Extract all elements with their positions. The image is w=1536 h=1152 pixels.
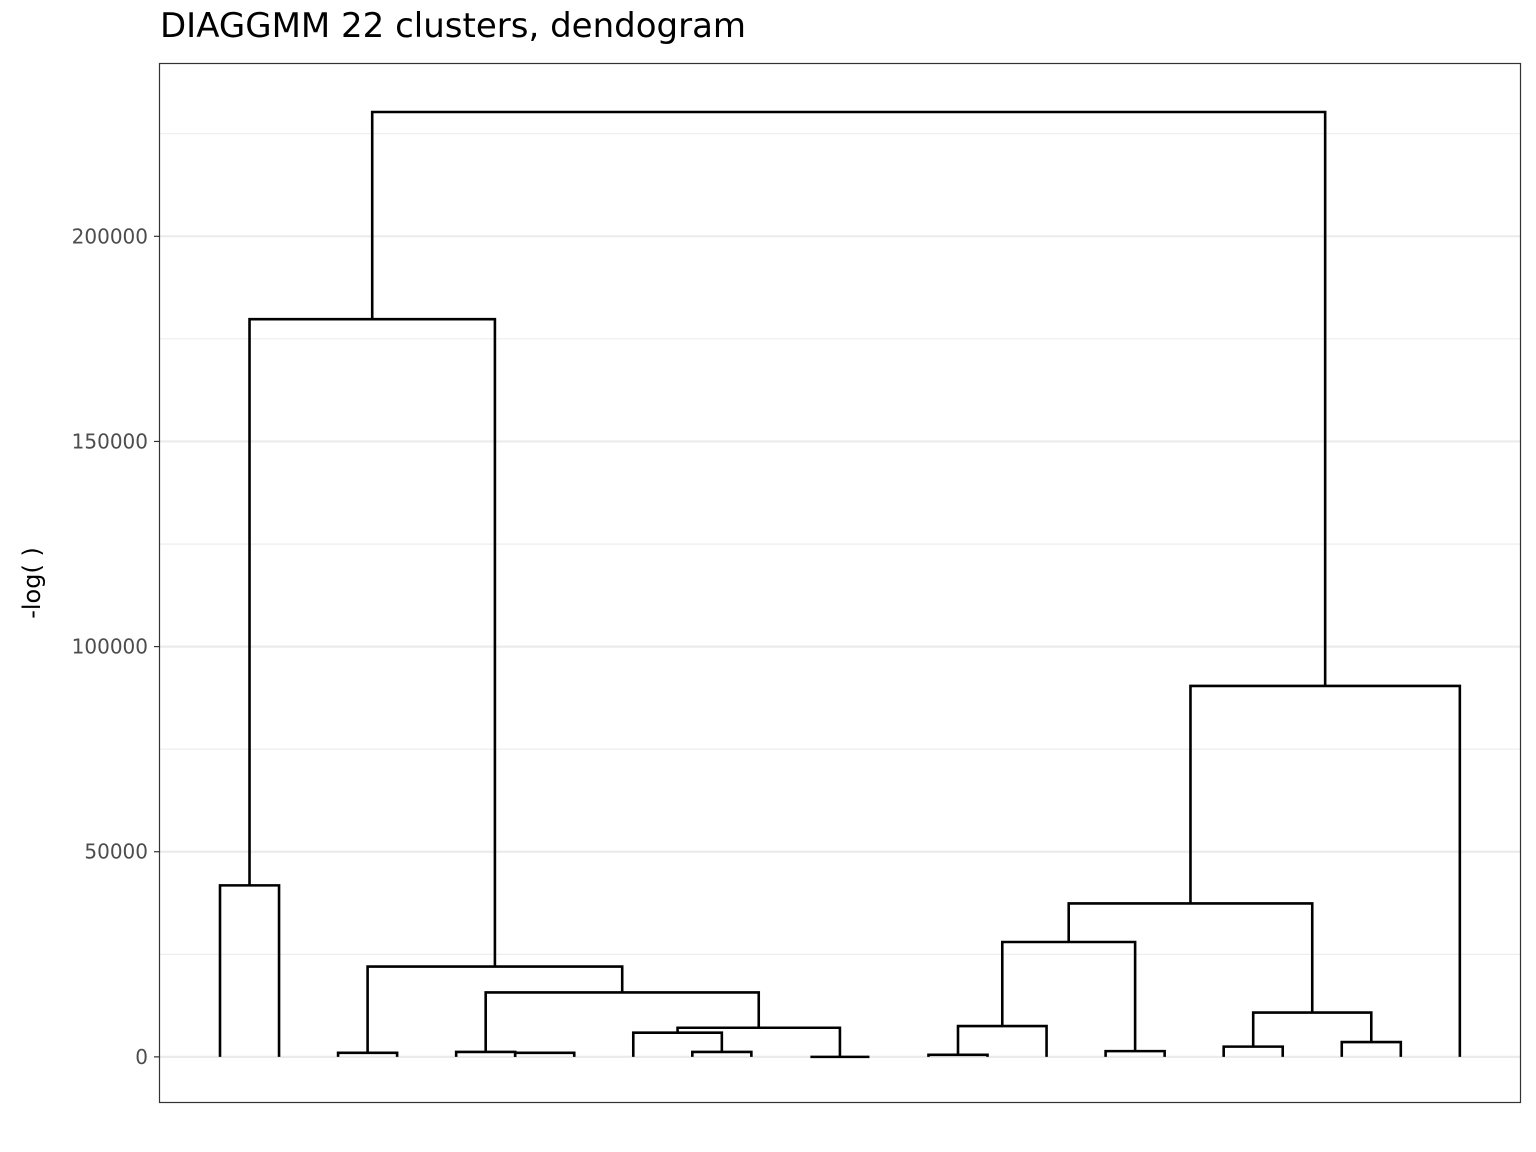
- y-tick-label: 100000: [72, 635, 148, 659]
- dendrogram-branch: [927, 1053, 989, 1057]
- y-tick-label: 150000: [72, 429, 148, 453]
- y-axis-ticks: 0 50000 100000 150000 200000: [72, 224, 160, 1069]
- dendrogram-branch: [1067, 902, 1314, 1013]
- dendrogram-branch: [676, 1026, 842, 1057]
- dendrogram-branch: [513, 1051, 576, 1057]
- y-tick-label: 200000: [72, 224, 148, 248]
- dendrogram-branch: [956, 1024, 1048, 1057]
- dendrogram-branch: [366, 965, 624, 1053]
- plot-panel-border: [158, 62, 1522, 1104]
- dendrogram-branch: [1000, 940, 1137, 1052]
- dendrogram-branch: [1222, 1045, 1285, 1057]
- dendrogram-branch: [336, 1051, 399, 1057]
- dendrogram-branch: [370, 110, 1327, 686]
- grid-lines: [160, 133, 1520, 1058]
- dendrogram-branch: [218, 884, 281, 1057]
- dendrogram-branch: [248, 317, 497, 967]
- dendrogram-branch: [1189, 684, 1462, 1057]
- dendrogram-branch: [691, 1050, 753, 1057]
- y-tick-label: 50000: [84, 840, 148, 864]
- dendrogram-branch: [1340, 1040, 1403, 1057]
- dendrogram-branches: [218, 110, 1462, 1059]
- y-axis-title: -log( ): [18, 547, 46, 619]
- dendrogram-branch: [484, 991, 761, 1052]
- chart-title: DIAGGMM 22 clusters, dendogram: [160, 6, 747, 46]
- dendrogram-branch: [1251, 1011, 1373, 1047]
- dendrogram-branch: [1104, 1049, 1166, 1057]
- y-tick-label: 0: [135, 1045, 148, 1069]
